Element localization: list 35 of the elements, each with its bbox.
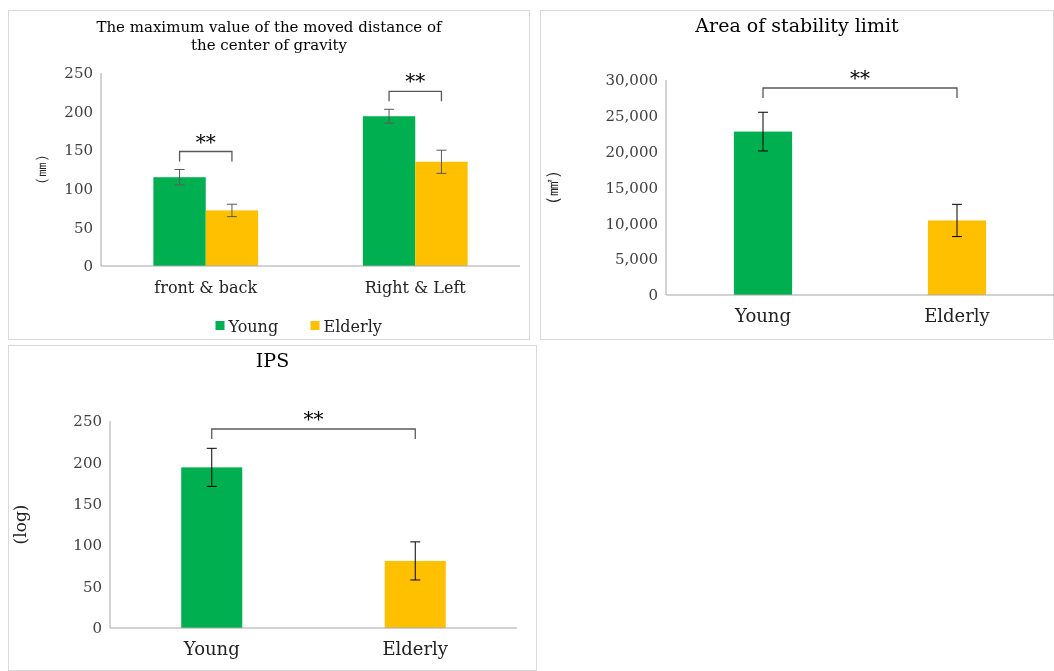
annotation: **	[303, 407, 324, 431]
y-axis-title: （㎜）	[32, 147, 50, 192]
chart-title: The maximum value of the moved distance of the center of gravity	[96, 18, 444, 54]
y-tick-label: 100	[64, 180, 93, 199]
chart-title: Area of stability limit	[694, 14, 900, 36]
y-tick-label: 50	[82, 577, 102, 596]
annotation: **	[405, 69, 426, 94]
y-tick-label: 100	[73, 536, 102, 555]
y-tick-label: 5,000	[615, 250, 658, 269]
y-tick-label: 10,000	[605, 214, 658, 233]
y-tick-label: 50	[73, 218, 93, 237]
y-tick-label: 30,000	[605, 71, 658, 90]
y-tick-label: 250	[73, 412, 102, 431]
x-tick-label: front & back	[154, 278, 258, 297]
y-tick-label: 25,000	[605, 107, 658, 126]
y-tick-label: 200	[73, 453, 102, 472]
bar	[153, 177, 206, 266]
y-axis-title: （㎟）	[542, 162, 562, 213]
y-tick-label: 150	[73, 495, 102, 514]
y-tick-label: 0	[92, 619, 102, 638]
annotation: **	[850, 66, 870, 90]
y-tick-label: 0	[83, 257, 93, 276]
y-tick-label: 250	[64, 64, 93, 83]
y-tick-label: 0	[648, 286, 658, 305]
y-axis-title: (log)	[10, 504, 30, 545]
bar	[415, 161, 468, 266]
y-tick-label: 150	[64, 141, 93, 160]
bar	[362, 116, 416, 266]
y-tick-label: 200	[64, 102, 93, 121]
y-tick-label: 15,000	[605, 178, 658, 197]
y-tick-label: 20,000	[605, 142, 658, 161]
x-tick-label: Right & Left	[364, 278, 467, 297]
chart-title: IPS	[255, 349, 290, 371]
bar	[205, 210, 259, 266]
annotation: **	[195, 129, 216, 154]
